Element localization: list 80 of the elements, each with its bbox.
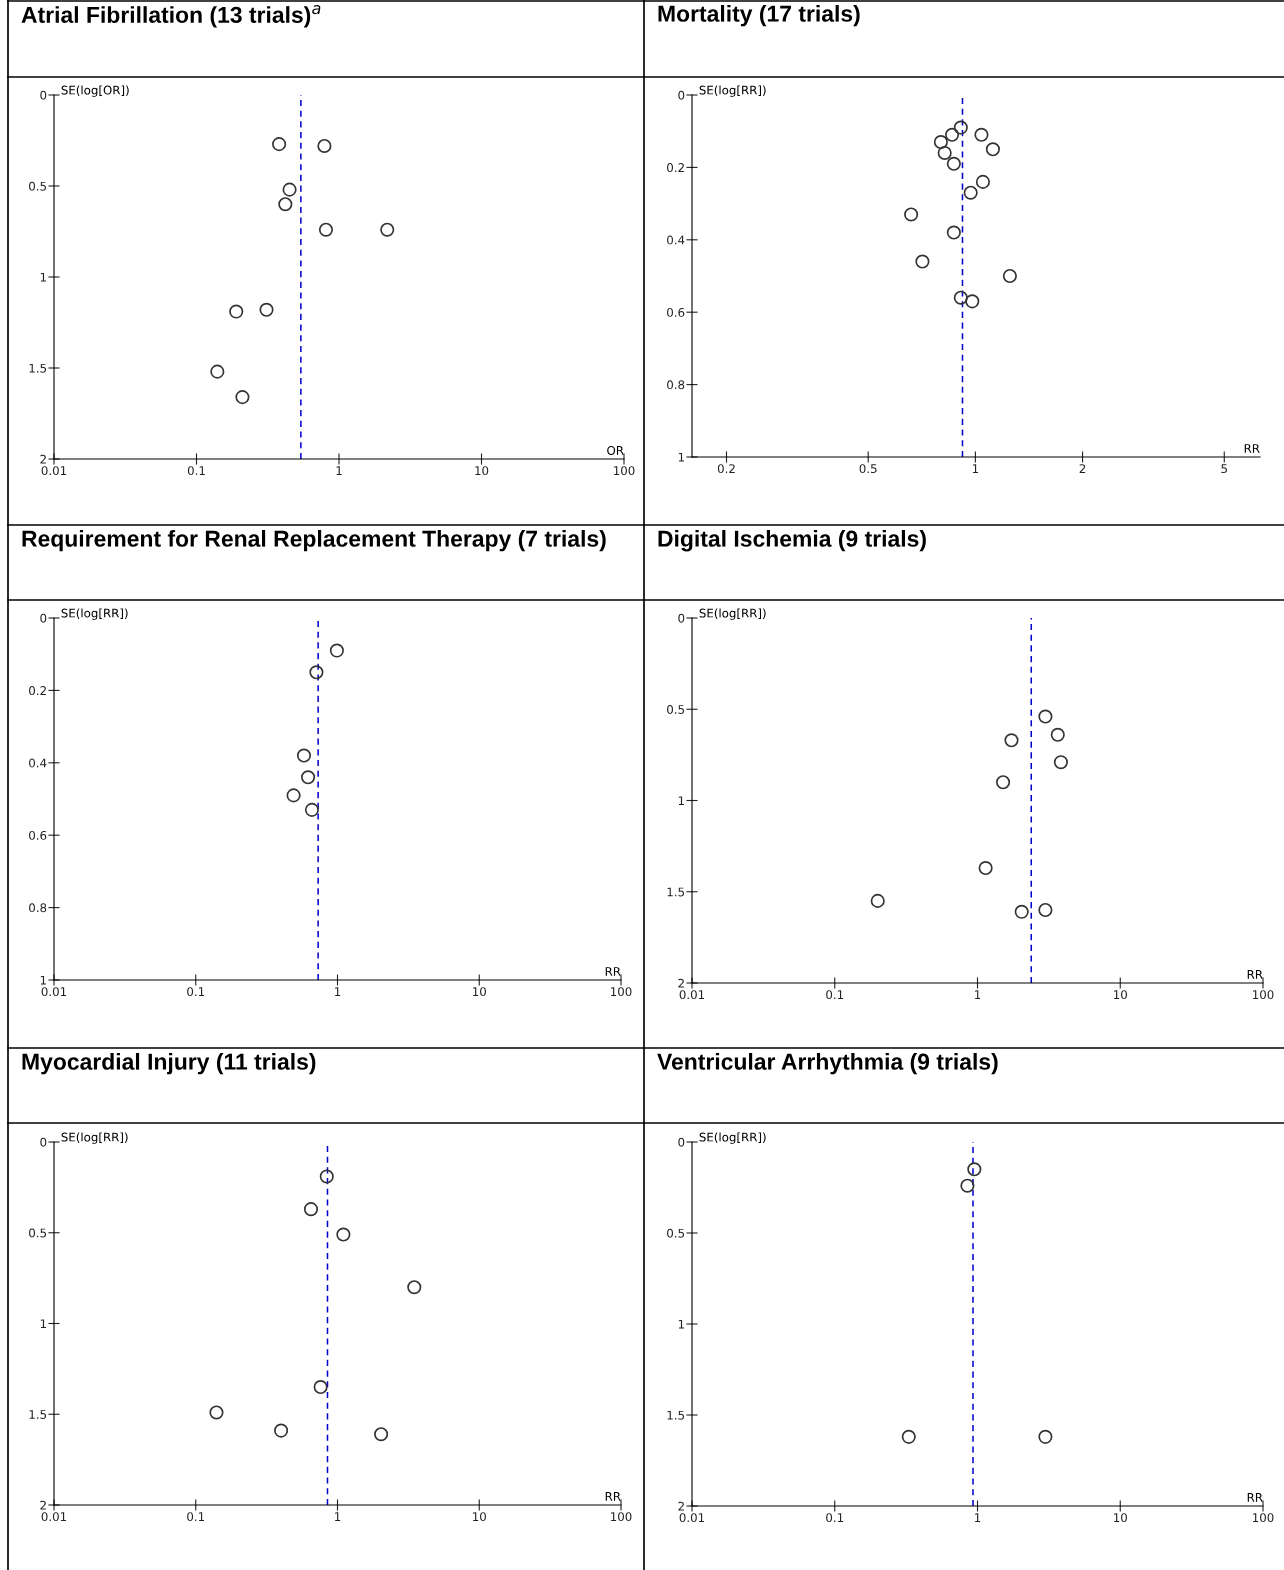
y-tick-label: 0.8	[29, 903, 47, 913]
y-tick-label: 1.5	[29, 363, 47, 373]
y-tick-label: 0	[40, 1137, 47, 1147]
x-tick-label: 10	[1114, 1513, 1127, 1523]
x-tick-label: 0.2	[717, 464, 735, 474]
x-tick-label: 100	[1253, 990, 1274, 1000]
y-tick-label: 2	[40, 1500, 46, 1510]
y-tick-label: 0	[40, 613, 47, 623]
x-tick-label: 10	[1114, 990, 1127, 1000]
y-tick-label: 2	[678, 978, 684, 988]
x-axis-title: RR	[1244, 444, 1260, 453]
x-tick-label: 0.01	[679, 990, 705, 1000]
y-tick-label: 0.2	[667, 163, 684, 173]
x-tick-label: 10	[473, 987, 486, 997]
x-tick-label: 0.01	[679, 1513, 705, 1523]
y-tick-label: 0	[678, 613, 685, 623]
y-axis-title: SE(log[RR])	[699, 85, 766, 97]
chart-title: Atrial Fibrillation (13 trials)$^{a}$	[21, 5, 321, 28]
x-tick-label: 1	[336, 466, 342, 475]
y-tick-label: 2	[40, 454, 46, 464]
x-tick-label: 100	[611, 987, 632, 997]
x-tick-label: 0.01	[41, 1512, 67, 1522]
chart-title: Digital Ischemia (9 trials)	[658, 530, 926, 552]
x-tick-label: 1	[975, 990, 981, 999]
y-tick-label: 1	[678, 452, 684, 462]
y-axis-title: SE(log[RR])	[699, 608, 766, 620]
y-tick-label: 0.6	[29, 830, 47, 840]
x-tick-label: 100	[1253, 1513, 1274, 1523]
x-tick-label: 2	[1079, 464, 1086, 473]
y-tick-label: 0.2	[29, 686, 46, 696]
y-tick-label: 0.5	[29, 1228, 47, 1238]
y-tick-label: 0	[678, 1137, 685, 1147]
x-axis-title: OR	[607, 445, 624, 455]
x-tick-label: 1	[972, 464, 979, 473]
x-tick-label: 0.1	[826, 990, 844, 1000]
y-tick-label: 0.4	[29, 758, 47, 768]
x-tick-label: 0.1	[187, 1512, 205, 1522]
y-tick-label: 2	[678, 1501, 684, 1511]
y-tick-label: 0.5	[667, 1228, 685, 1238]
y-tick-label: 0.6	[667, 307, 685, 317]
y-tick-label: 0.8	[667, 380, 685, 390]
y-tick-label: 0.5	[29, 181, 47, 191]
x-axis-title: RR	[605, 967, 621, 976]
x-tick-label: 10	[473, 1512, 486, 1522]
y-tick-label: 0	[40, 90, 47, 100]
y-tick-label: 1	[678, 1319, 684, 1329]
x-tick-label: 0.1	[826, 1513, 844, 1523]
y-axis-title: SE(log[RR])	[61, 608, 128, 620]
y-tick-label: 1	[40, 272, 46, 282]
y-tick-label: 1	[40, 1319, 46, 1328]
y-axis-title: SE(log[RR])	[61, 1132, 128, 1144]
x-axis-title: RR	[605, 1492, 621, 1501]
chart-title: Requirement for Renal Replacement Therapy (7 trials)	[22, 530, 606, 552]
y-tick-label: 0.4	[667, 235, 685, 245]
chart-title: Myocardial Injury (11 trials)	[22, 1053, 316, 1075]
x-tick-label: 100	[614, 466, 635, 476]
x-tick-label: 0.1	[187, 987, 205, 997]
x-tick-label: 0.5	[859, 464, 877, 474]
y-tick-label: 1.5	[667, 887, 685, 897]
x-tick-label: 5	[1221, 464, 1227, 474]
x-tick-label: 1	[335, 987, 341, 996]
x-tick-label: 0.1	[187, 466, 205, 476]
x-axis-title: RR	[1247, 1493, 1263, 1502]
y-tick-label: 0.5	[667, 704, 685, 714]
y-axis-title: SE(log[RR])	[699, 1132, 766, 1144]
x-tick-label: 1	[975, 1513, 981, 1522]
x-axis-title: RR	[1247, 970, 1263, 979]
chart-title: Ventricular Arrhythmia (9 trials)	[657, 1053, 998, 1075]
y-tick-label: 0	[678, 90, 685, 100]
x-tick-label: 10	[475, 466, 489, 476]
chart-title: Mortality (17 trials)	[658, 5, 860, 27]
x-tick-label: 1	[335, 1512, 341, 1521]
y-tick-label: 1	[678, 796, 684, 805]
y-tick-label: 1	[40, 975, 46, 985]
y-axis-title: SE(log[OR])	[61, 85, 129, 97]
x-tick-label: 100	[611, 1512, 632, 1522]
x-tick-label: 0.01	[41, 987, 67, 997]
y-tick-label: 1.5	[667, 1410, 685, 1420]
y-tick-label: 1.5	[29, 1410, 47, 1419]
x-tick-label: 0.01	[41, 466, 67, 476]
